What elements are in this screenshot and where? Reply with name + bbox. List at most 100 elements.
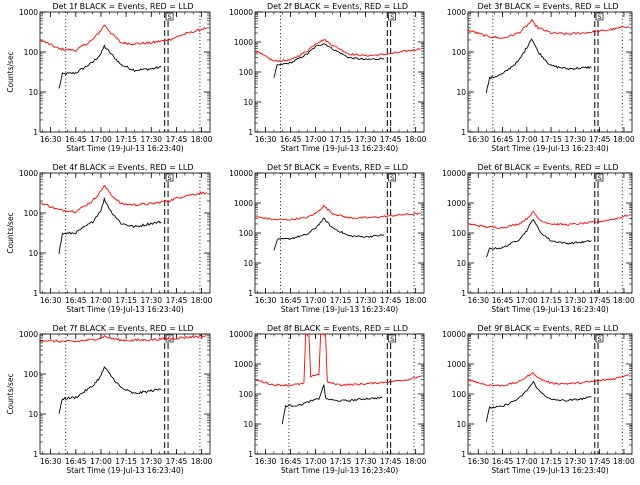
- x-tick-label: 17:00: [90, 135, 112, 144]
- y-tick-label: 100: [452, 229, 467, 238]
- y-tick-label: 100: [24, 209, 39, 218]
- flag-label: S: [390, 13, 394, 21]
- x-tick-label: 16:30: [467, 457, 489, 466]
- chart-panel-7: Det 7f BLACK = Events, RED = LLD 1 10 100 10…: [6, 324, 213, 475]
- x-tick-label: 17:30: [355, 135, 377, 144]
- x-tick-label: 18:00: [191, 457, 213, 466]
- x-axis-label: Start Time (19-Jul-13 16:23:40): [281, 305, 398, 314]
- series-line-lld: [468, 18, 630, 39]
- chart-title: Det 9f BLACK = Events, RED = LLD: [477, 324, 618, 333]
- y-tick-label: 10000: [229, 169, 253, 178]
- x-tick-label: 17:45: [166, 135, 188, 144]
- y-tick-label: 1000: [19, 169, 38, 178]
- y-tick-label: 10000: [442, 169, 466, 178]
- chart-panel-3: Det 3f BLACK = Events, RED = LLD 1 10 100 10…: [447, 2, 635, 153]
- x-tick-label: 17:45: [380, 457, 402, 466]
- chart-panel-5: Det 5f BLACK = Events, RED = LLD 1 10 100 10…: [229, 163, 427, 314]
- x-axis-label: Start Time (19-Jul-13 16:23:40): [491, 305, 608, 314]
- series-line-events: [58, 44, 162, 89]
- x-tick-label: 18:00: [191, 135, 213, 144]
- x-tick-label: 17:45: [166, 457, 188, 466]
- flag-label: S: [597, 13, 601, 21]
- x-tick-label: 16:30: [255, 457, 277, 466]
- x-tick-label: 16:45: [492, 135, 514, 144]
- x-tick-label: 18:00: [405, 457, 427, 466]
- y-tick-label: 100: [24, 48, 39, 57]
- x-tick-label: 17:30: [355, 457, 377, 466]
- y-tick-label: 10: [28, 88, 38, 97]
- x-tick-label: 16:45: [65, 135, 87, 144]
- y-tick-label: 10: [28, 410, 38, 419]
- y-tick-label: 10: [456, 88, 466, 97]
- x-tick-label: 17:00: [516, 135, 538, 144]
- x-axis-label: Start Time (19-Jul-13 16:23:40): [281, 144, 398, 153]
- x-tick-label: 17:00: [516, 457, 538, 466]
- x-tick-label: 17:00: [305, 296, 327, 305]
- x-tick-label: 17:15: [115, 457, 137, 466]
- y-tick-label: 10: [243, 259, 253, 268]
- chart-title: Det 8f BLACK = Events, RED = LLD: [267, 324, 408, 333]
- flag-label: S: [390, 174, 394, 182]
- chart-title: Det 3f BLACK = Events, RED = LLD: [477, 2, 618, 11]
- y-tick-label: 10000: [229, 330, 253, 339]
- y-tick-label: 1: [248, 289, 253, 298]
- series-line-events: [58, 196, 162, 254]
- x-tick-label: 18:00: [613, 135, 635, 144]
- x-tick-label: 16:45: [280, 457, 302, 466]
- series-line-lld: [468, 210, 630, 229]
- x-tick-label: 16:30: [255, 296, 277, 305]
- x-tick-label: 17:15: [540, 135, 562, 144]
- y-tick-label: 100: [452, 390, 467, 399]
- x-axis-label: Start Time (19-Jul-13 16:23:40): [491, 466, 608, 475]
- x-tick-label: 16:30: [40, 296, 62, 305]
- flag-box: [388, 12, 396, 21]
- chart-panel-2: Det 2f BLACK = Events, RED = LLD 1 10 100 10…: [229, 2, 427, 153]
- chart-title: Det 1f BLACK = Events, RED = LLD: [52, 2, 193, 11]
- x-tick-label: 17:45: [589, 296, 611, 305]
- y-tick-label: 1000: [234, 38, 253, 47]
- x-tick-label: 17:00: [516, 296, 538, 305]
- x-tick-label: 16:30: [40, 135, 62, 144]
- chart-title: Det 2f BLACK = Events, RED = LLD: [267, 2, 408, 11]
- y-tick-label: 1000: [19, 330, 38, 339]
- chart-panel-1: Det 1f BLACK = Events, RED = LLD 1 10 100 10…: [6, 2, 213, 153]
- y-tick-label: 100: [239, 229, 254, 238]
- flag-box: [165, 12, 174, 21]
- x-tick-label: 17:00: [90, 457, 112, 466]
- y-tick-label: 1000: [19, 8, 38, 17]
- series-line-lld: [40, 184, 207, 213]
- y-tick-label: 10: [243, 420, 253, 429]
- y-axis-label: Counts/sec: [6, 212, 15, 253]
- y-tick-label: 1000: [234, 199, 253, 208]
- series-line-events: [485, 218, 592, 258]
- x-tick-label: 18:00: [613, 296, 635, 305]
- x-tick-label: 17:30: [140, 296, 162, 305]
- flag-box: [165, 173, 174, 182]
- series-line-events: [485, 380, 592, 423]
- y-tick-label: 10: [243, 98, 253, 107]
- x-tick-label: 17:15: [330, 135, 352, 144]
- flag-label: S: [167, 174, 171, 182]
- plot-frame: [39, 333, 211, 455]
- x-tick-label: 16:45: [492, 296, 514, 305]
- flag-label: S: [390, 335, 394, 343]
- y-tick-label: 1: [461, 128, 466, 137]
- x-tick-label: 16:45: [280, 296, 302, 305]
- x-tick-label: 17:30: [565, 296, 587, 305]
- series-line-lld: [255, 204, 421, 221]
- y-tick-label: 1000: [447, 360, 466, 369]
- y-tick-label: 1: [461, 450, 466, 459]
- y-tick-label: 10: [456, 259, 466, 268]
- x-tick-label: 18:00: [405, 296, 427, 305]
- y-tick-label: 100: [239, 68, 254, 77]
- chart-panel-8: Det 8f BLACK = Events, RED = LLD 1 10 100 10…: [229, 324, 427, 475]
- y-tick-label: 100: [452, 48, 467, 57]
- y-tick-label: 100: [24, 370, 39, 379]
- series-line-lld: [40, 24, 207, 53]
- x-tick-label: 17:15: [115, 135, 137, 144]
- flag-box: [595, 12, 604, 21]
- x-tick-label: 17:45: [380, 296, 402, 305]
- plot-frame: [39, 11, 211, 133]
- series-line-events: [273, 217, 385, 251]
